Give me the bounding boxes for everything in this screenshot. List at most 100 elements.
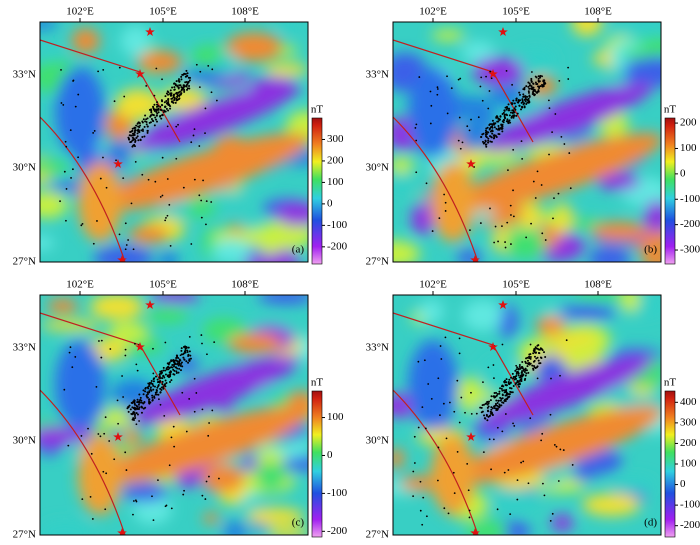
quake — [159, 196, 162, 198]
colorbar-tick-label: -100 — [680, 499, 700, 511]
quake — [491, 119, 494, 122]
quake — [181, 391, 184, 394]
quake — [167, 368, 170, 371]
quake — [181, 365, 184, 368]
quake — [460, 396, 463, 399]
anomaly-blob — [40, 22, 59, 30]
quake — [81, 222, 84, 225]
colorbar-unit: nT — [664, 377, 677, 389]
quake — [515, 382, 518, 385]
quake — [512, 189, 514, 192]
quake — [147, 387, 150, 390]
quake — [184, 81, 187, 84]
colorbar-tick-label: 100 — [680, 458, 697, 470]
quake — [424, 427, 427, 430]
quake — [498, 392, 501, 395]
fault-line — [40, 116, 126, 262]
quake — [501, 384, 504, 387]
quake — [156, 112, 159, 115]
quake — [487, 415, 490, 418]
quake — [186, 72, 189, 75]
quake — [182, 186, 185, 189]
colorbar — [311, 117, 323, 265]
quake — [516, 366, 519, 369]
quake — [122, 177, 125, 180]
quake — [172, 360, 175, 363]
quake — [491, 132, 494, 135]
quake — [501, 343, 504, 346]
quake — [521, 370, 524, 373]
colorbar — [664, 390, 676, 538]
map-frame — [39, 21, 309, 263]
quake — [170, 379, 173, 382]
quake — [525, 357, 528, 360]
seismicity — [414, 66, 572, 249]
quake — [536, 82, 539, 85]
colorbar-tick-label: 200 — [680, 437, 697, 449]
quake — [509, 381, 512, 384]
anomaly-blob — [228, 333, 283, 354]
quake — [98, 340, 100, 342]
quake — [536, 347, 539, 350]
quake — [185, 69, 188, 72]
quake — [157, 107, 160, 110]
epicenter-star — [145, 300, 155, 309]
quake — [68, 351, 71, 354]
anomaly-field — [393, 295, 661, 535]
quake — [450, 87, 453, 90]
epicenter-star — [470, 528, 480, 535]
quake — [487, 107, 490, 110]
quake — [487, 137, 490, 140]
quake — [177, 78, 180, 81]
quake — [102, 68, 105, 71]
quake — [533, 359, 536, 362]
quake — [142, 393, 145, 396]
quake — [497, 120, 500, 123]
quake — [484, 402, 487, 405]
colorbar-tick-label: 300 — [327, 133, 344, 145]
quake — [155, 390, 158, 393]
quake — [481, 140, 484, 143]
quake — [487, 366, 490, 369]
quake — [496, 404, 499, 407]
quake — [156, 101, 159, 104]
quake — [139, 401, 142, 404]
quake — [540, 184, 543, 186]
quake — [541, 232, 544, 235]
quake — [192, 134, 195, 137]
quake — [149, 386, 152, 389]
quake — [544, 355, 547, 358]
quake — [109, 348, 112, 350]
quake — [487, 139, 490, 142]
colorbar — [664, 117, 676, 265]
quake — [496, 426, 499, 429]
quake — [130, 134, 133, 137]
quake — [489, 123, 492, 126]
quake — [164, 110, 167, 113]
quake — [496, 393, 499, 396]
quake — [518, 383, 521, 386]
quake — [486, 419, 489, 422]
quake — [490, 468, 492, 471]
quake — [443, 507, 446, 510]
quake — [529, 356, 532, 359]
quake — [129, 141, 132, 144]
quake — [532, 86, 535, 89]
quake — [152, 372, 155, 375]
quake — [489, 207, 491, 210]
panel-label: (a) — [292, 244, 305, 256]
quake — [498, 390, 501, 393]
quake — [491, 413, 494, 416]
quake — [72, 168, 74, 171]
quake — [146, 391, 149, 394]
quake — [140, 411, 143, 414]
quake — [175, 91, 178, 94]
quake — [485, 414, 488, 417]
quake — [501, 393, 504, 396]
quake — [513, 425, 516, 427]
quake — [161, 156, 164, 159]
quake — [131, 418, 134, 421]
lon-label: 102°E — [66, 279, 94, 291]
anomaly-blob — [489, 81, 525, 109]
